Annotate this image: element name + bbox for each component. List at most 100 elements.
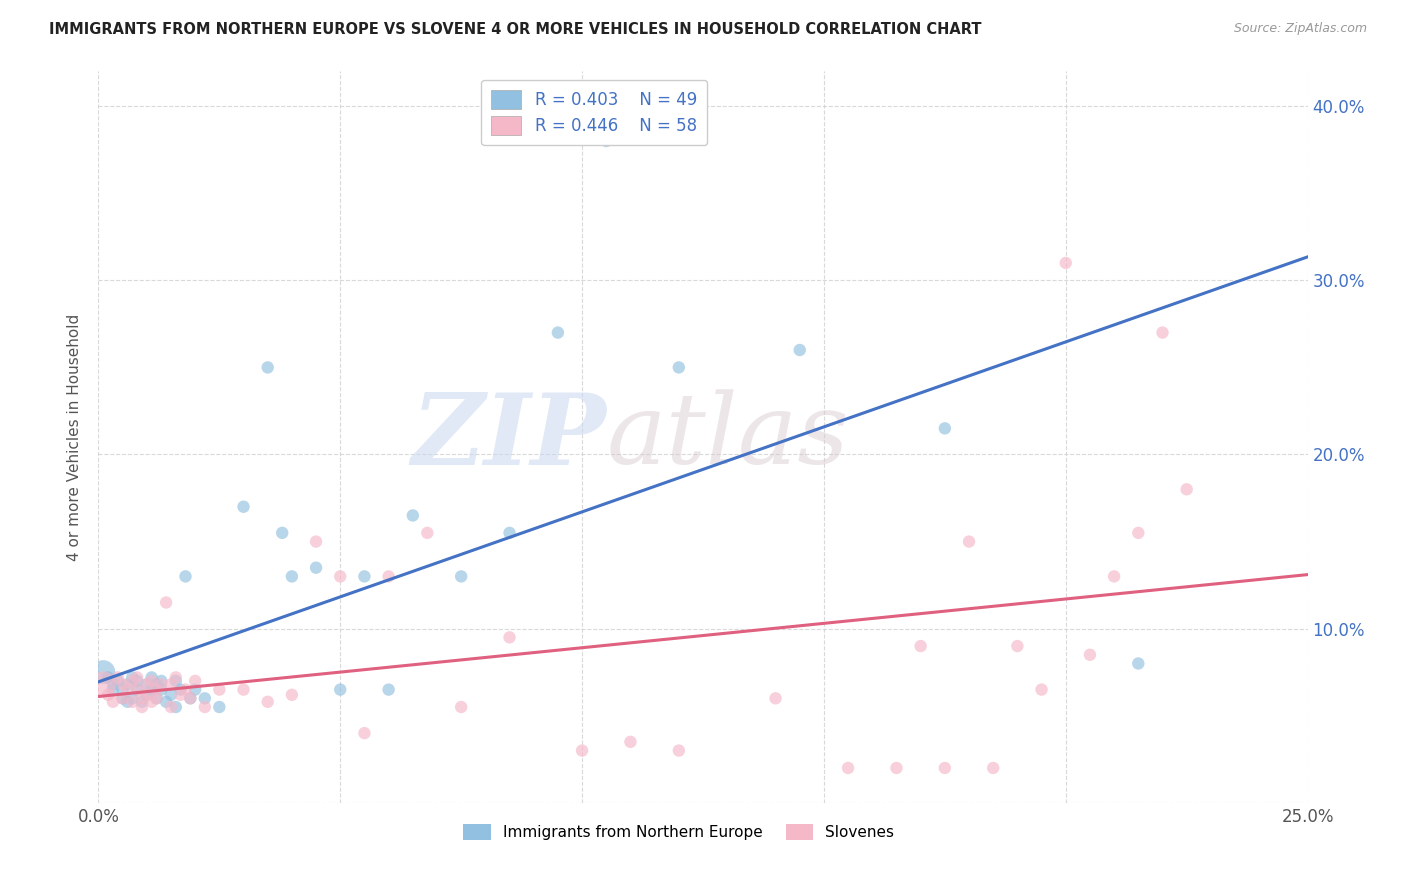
Point [184, 682, 207, 697]
Point [145, 682, 167, 697]
Point [208, 700, 231, 714]
Point [450, 700, 472, 714]
Point [131, 700, 153, 714]
Point [150, 682, 173, 697]
Point [135, 677, 157, 691]
Point [281, 688, 304, 702]
Point [174, 682, 197, 697]
Point [1102, 569, 1125, 583]
Point [121, 670, 143, 684]
Point [145, 691, 167, 706]
Point [141, 695, 163, 709]
Point [256, 695, 278, 709]
Point [155, 695, 177, 709]
Point [141, 673, 163, 688]
Legend: Immigrants from Northern Europe, Slovenes: Immigrants from Northern Europe, Slovene… [457, 818, 900, 847]
Point [1152, 326, 1174, 340]
Point [117, 695, 139, 709]
Point [1078, 648, 1101, 662]
Point [169, 688, 191, 702]
Point [107, 670, 129, 684]
Text: Source: ZipAtlas.com: Source: ZipAtlas.com [1233, 22, 1367, 36]
Point [135, 677, 157, 691]
Point [1128, 657, 1150, 671]
Point [981, 761, 1004, 775]
Point [271, 525, 294, 540]
Point [1054, 256, 1077, 270]
Point [232, 500, 254, 514]
Point [194, 691, 217, 706]
Point [117, 677, 139, 691]
Point [135, 688, 157, 702]
Point [150, 673, 173, 688]
Point [169, 682, 191, 697]
Point [595, 134, 617, 148]
Point [886, 761, 908, 775]
Point [165, 700, 187, 714]
Point [150, 677, 173, 691]
Point [160, 688, 183, 702]
Point [179, 691, 201, 706]
Point [160, 700, 183, 714]
Point [165, 670, 187, 684]
Point [498, 631, 520, 645]
Point [353, 569, 375, 583]
Point [174, 569, 197, 583]
Point [107, 673, 129, 688]
Point [145, 691, 167, 706]
Point [160, 677, 183, 691]
Text: ZIP: ZIP [412, 389, 606, 485]
Point [1175, 483, 1198, 497]
Point [97, 670, 120, 684]
Point [127, 673, 149, 688]
Point [910, 639, 932, 653]
Point [450, 569, 472, 583]
Point [117, 682, 139, 697]
Point [165, 673, 187, 688]
Point [131, 691, 153, 706]
Point [353, 726, 375, 740]
Point [1007, 639, 1029, 653]
Point [1128, 525, 1150, 540]
Point [619, 735, 641, 749]
Point [668, 743, 690, 757]
Point [498, 525, 520, 540]
Point [179, 691, 201, 706]
Point [141, 670, 163, 684]
Point [184, 673, 207, 688]
Point [305, 560, 328, 574]
Point [121, 691, 143, 706]
Point [127, 682, 149, 697]
Point [305, 534, 328, 549]
Point [329, 682, 352, 697]
Y-axis label: 4 or more Vehicles in Household: 4 or more Vehicles in Household [67, 313, 83, 561]
Point [141, 682, 163, 697]
Point [281, 569, 304, 583]
Point [101, 682, 124, 697]
Point [934, 761, 956, 775]
Point [957, 534, 980, 549]
Point [547, 326, 569, 340]
Point [155, 595, 177, 609]
Point [101, 695, 124, 709]
Point [111, 677, 134, 691]
Point [127, 682, 149, 697]
Point [97, 688, 120, 702]
Point [934, 421, 956, 435]
Point [377, 569, 399, 583]
Point [789, 343, 811, 357]
Point [571, 743, 593, 757]
Point [208, 682, 231, 697]
Point [256, 360, 278, 375]
Point [194, 700, 217, 714]
Point [377, 682, 399, 697]
Point [135, 688, 157, 702]
Point [91, 665, 114, 680]
Point [668, 360, 690, 375]
Point [127, 670, 149, 684]
Point [765, 691, 787, 706]
Point [131, 695, 153, 709]
Point [232, 682, 254, 697]
Point [121, 695, 143, 709]
Text: atlas: atlas [606, 390, 849, 484]
